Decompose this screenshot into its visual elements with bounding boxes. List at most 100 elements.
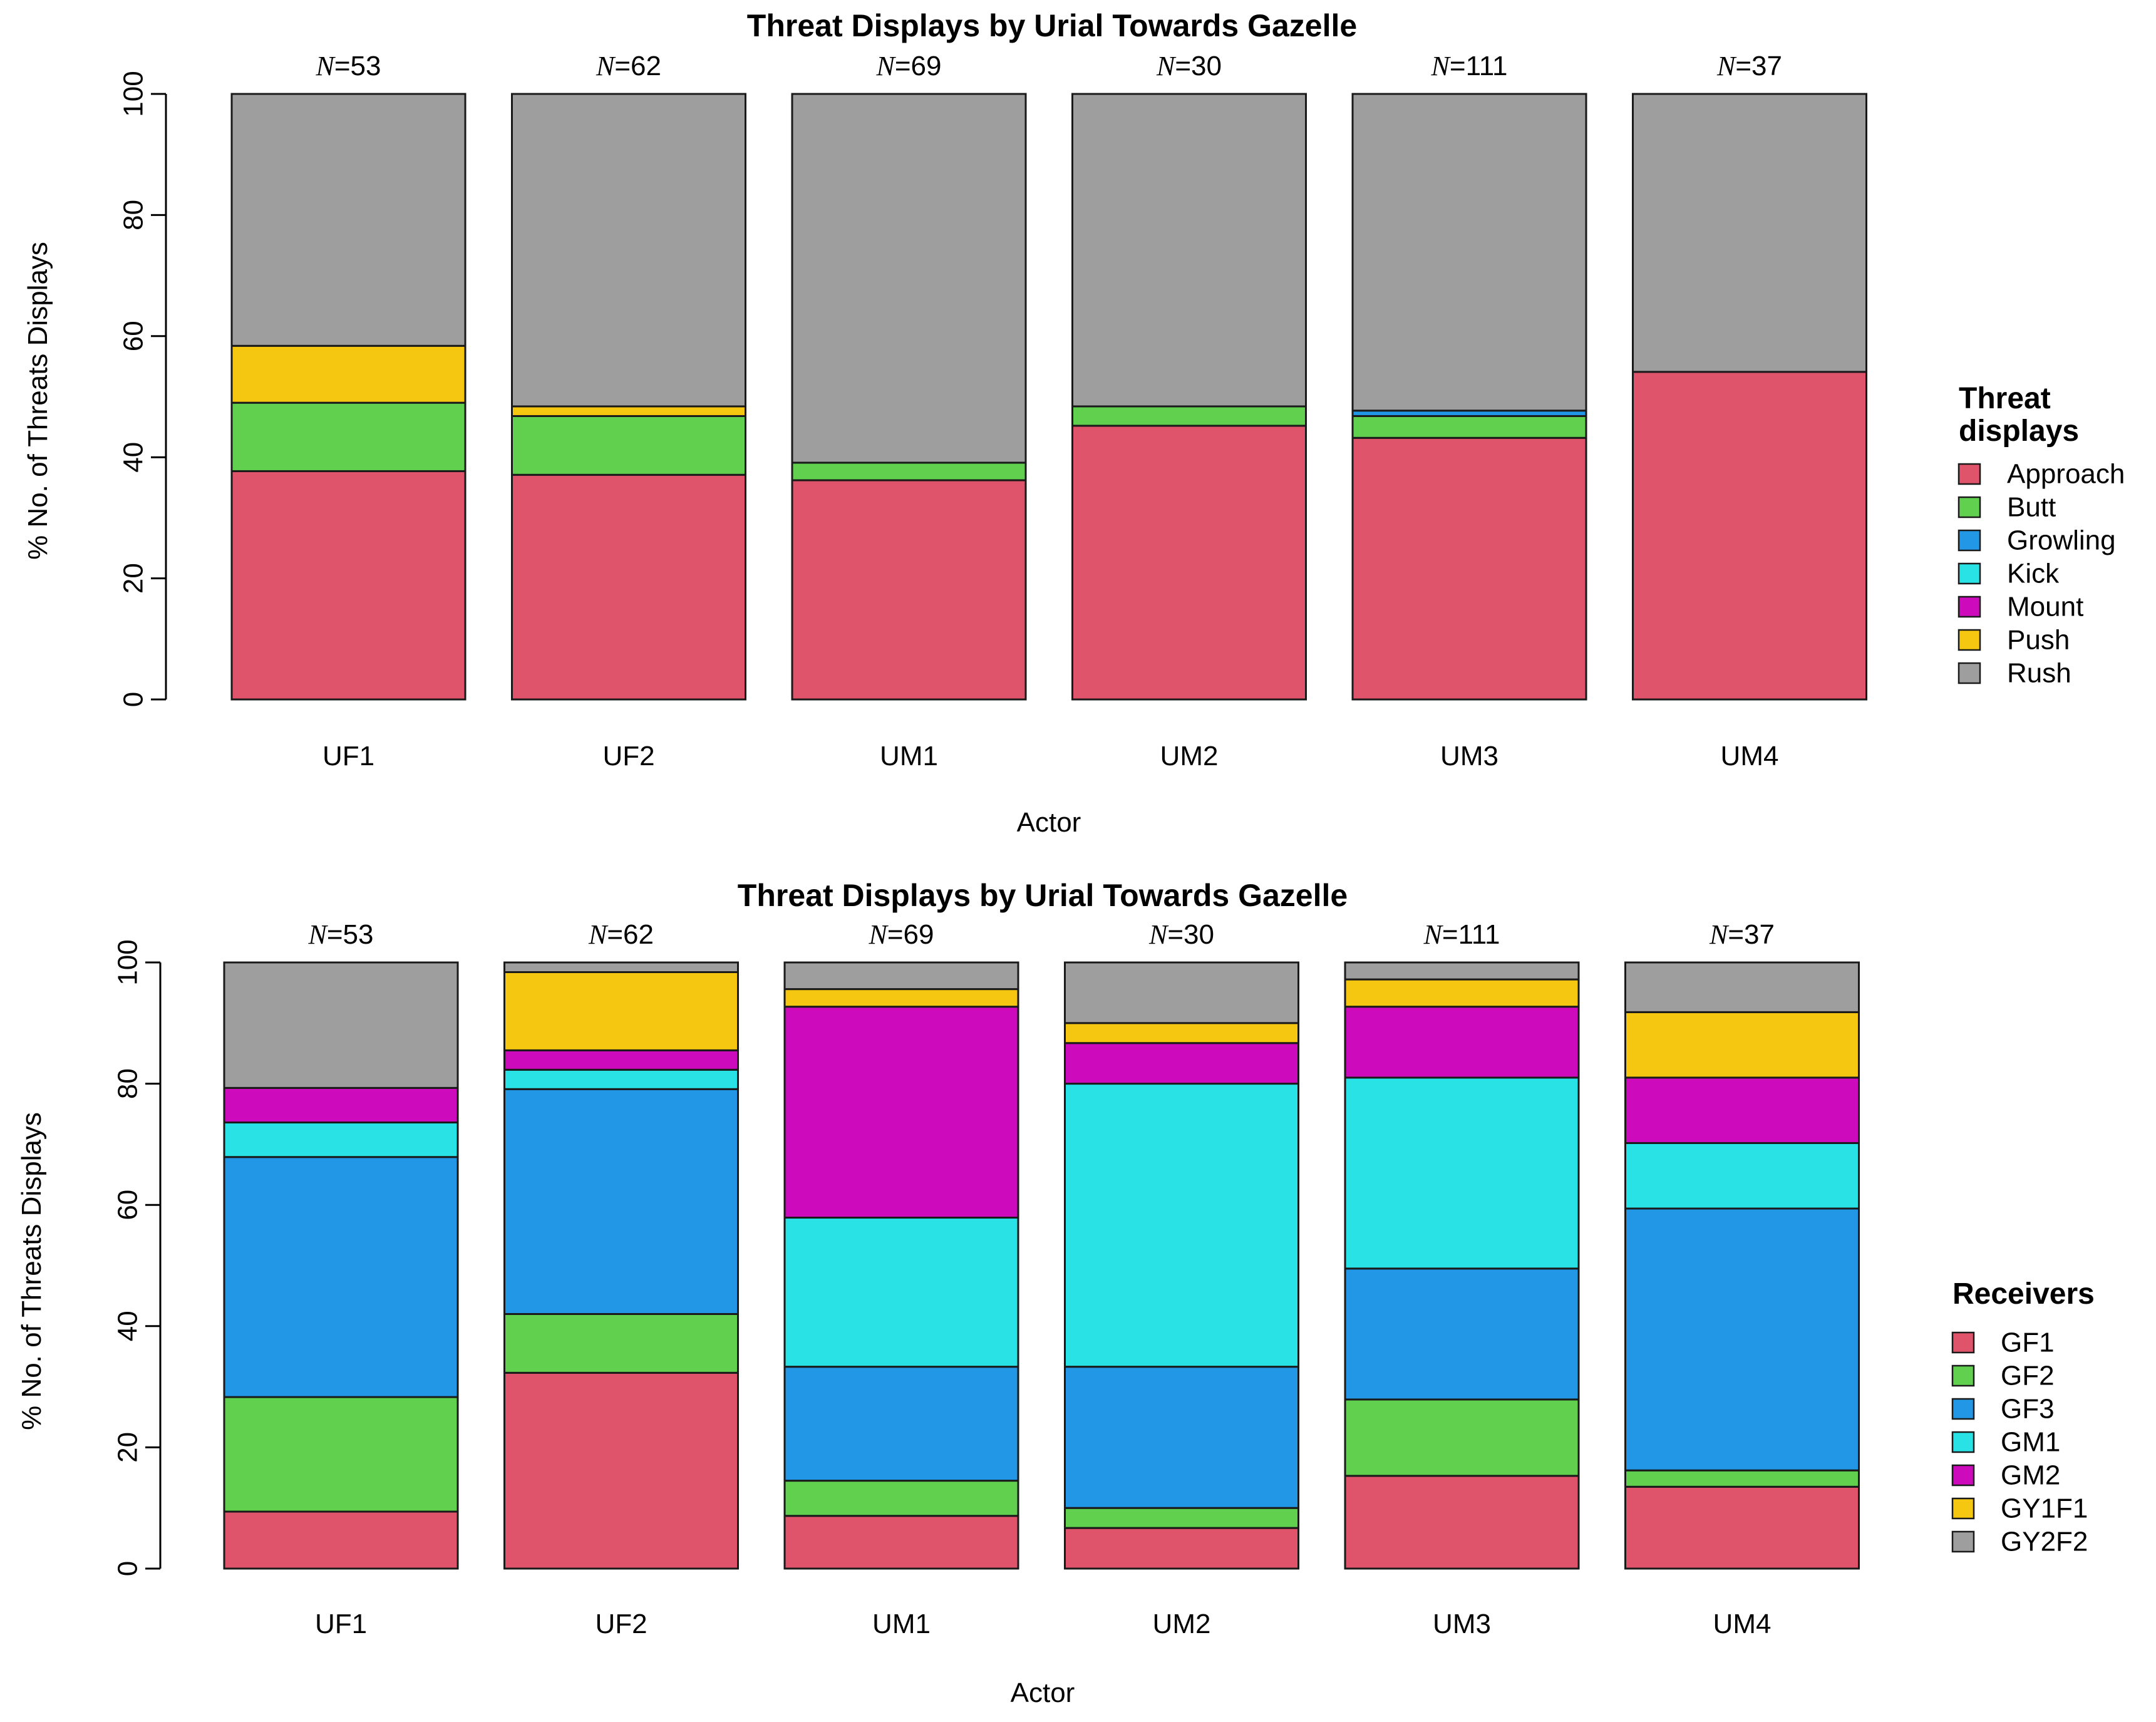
bar-segment-uf2-gf2 bbox=[503, 1312, 739, 1374]
bar-segment-um3-approach bbox=[1351, 436, 1587, 701]
n-symbol: N bbox=[316, 51, 336, 81]
n-symbol: N bbox=[588, 919, 609, 950]
x-tick-label-um1: UM1 bbox=[880, 741, 938, 771]
chart-bottom: Threat Displays by Urial Towards Gazelle… bbox=[16, 878, 2095, 1708]
legend-title: Receivers bbox=[1952, 1277, 2095, 1311]
n-label-um1: N=69 bbox=[876, 51, 942, 81]
bar-segment-um2-rush bbox=[1071, 93, 1307, 408]
bar-uf1 bbox=[230, 93, 467, 701]
x-tick-label-um3: UM3 bbox=[1433, 1609, 1491, 1639]
x-tick-label-um4: UM4 bbox=[1721, 741, 1779, 771]
legend-title: Threat bbox=[1959, 382, 2051, 415]
n-label-uf2: N=62 bbox=[588, 919, 654, 950]
n-symbol: N bbox=[1716, 51, 1737, 81]
legend-swatch bbox=[1951, 1497, 1975, 1520]
bar-segment-uf2-gy2f2 bbox=[503, 961, 739, 973]
n-label-uf1: N=53 bbox=[316, 51, 381, 81]
legend-label: Mount bbox=[2007, 592, 2083, 622]
bar-segment-um2-gf1 bbox=[1064, 1527, 1299, 1570]
y-axis: 0 20 40 60 80 100 bbox=[113, 939, 162, 1576]
bar-segment-uf2-rush bbox=[511, 93, 746, 408]
legend-label: GM2 bbox=[2001, 1460, 2060, 1491]
bar-segment-um1-rush bbox=[791, 93, 1027, 464]
n-symbol: N bbox=[596, 51, 616, 81]
legend-item-gf2: GF2 bbox=[1951, 1361, 2055, 1391]
n-value: =30 bbox=[1175, 51, 1222, 81]
bar-segment-um3-butt bbox=[1351, 415, 1587, 439]
legend-label: GF3 bbox=[2001, 1394, 2055, 1425]
n-value: =30 bbox=[1167, 919, 1214, 950]
y-axis-label: % No. of Threats Displays bbox=[16, 1112, 47, 1430]
bar-segment-um2-gf2 bbox=[1064, 1507, 1299, 1529]
x-axis-label: Actor bbox=[1017, 807, 1081, 838]
chart-top: Threat Displays by Urial Towards Gazelle… bbox=[23, 8, 2125, 838]
chart-title: Threat Displays by Urial Towards Gazelle bbox=[747, 8, 1357, 43]
x-tick-label-um3: UM3 bbox=[1440, 741, 1498, 771]
bar-segment-uf1-butt bbox=[230, 401, 467, 472]
bar-um2 bbox=[1071, 93, 1307, 701]
bar-um4 bbox=[1632, 93, 1867, 701]
x-tick-label-um2: UM2 bbox=[1160, 741, 1219, 771]
y-tick-label-0: 0 bbox=[118, 692, 149, 707]
y-tick-label-40: 40 bbox=[113, 1311, 143, 1341]
x-tick-label-um1: UM1 bbox=[872, 1609, 931, 1639]
chart-title: Threat Displays by Urial Towards Gazelle bbox=[738, 878, 1348, 913]
y-tick-label-60: 60 bbox=[113, 1190, 143, 1220]
bar-segment-um1-approach bbox=[791, 479, 1027, 701]
bar-segment-um4-rush bbox=[1632, 93, 1867, 373]
legend-swatch bbox=[1951, 1431, 1975, 1453]
n-symbol: N bbox=[1148, 919, 1169, 950]
legend-swatch bbox=[1957, 595, 1981, 618]
n-value: =53 bbox=[334, 51, 381, 81]
n-symbol: N bbox=[1709, 919, 1730, 950]
x-tick-label-uf2: UF2 bbox=[595, 1609, 647, 1639]
legend-item-mount: Mount bbox=[1957, 592, 2083, 622]
bar-segment-um3-gm1 bbox=[1344, 1076, 1580, 1270]
n-label-um4: N=37 bbox=[1716, 51, 1782, 81]
legend-swatch bbox=[1957, 529, 1981, 552]
bar-segment-um3-gf2 bbox=[1344, 1398, 1580, 1477]
bar-segment-um3-rush bbox=[1351, 93, 1587, 412]
bar-segment-um1-gf1 bbox=[783, 1515, 1019, 1570]
bar-segment-uf2-push bbox=[511, 405, 746, 417]
n-label-um1: N=69 bbox=[869, 919, 934, 950]
bar-segment-uf2-gy1f1 bbox=[503, 971, 739, 1051]
y-tick-label-100: 100 bbox=[113, 939, 143, 985]
bar-segment-uf2-gf3 bbox=[503, 1088, 739, 1315]
bar-segment-um3-gf1 bbox=[1344, 1475, 1580, 1570]
bar-segment-um4-gm1 bbox=[1624, 1142, 1860, 1210]
bar-uf2 bbox=[503, 961, 739, 1570]
x-tick-labels: UF1 UF2 UM1 UM2 UM3 UM4 bbox=[315, 1609, 1772, 1639]
legend-label: Growling bbox=[2007, 525, 2116, 556]
legend-swatch bbox=[1951, 1331, 1975, 1354]
n-value: =37 bbox=[1735, 51, 1782, 81]
bar-um3 bbox=[1351, 93, 1587, 701]
legend-swatch bbox=[1957, 496, 1981, 518]
bar-segment-um4-gf3 bbox=[1624, 1207, 1860, 1472]
bar-um1 bbox=[791, 93, 1027, 701]
bar-segment-um3-gy1f1 bbox=[1344, 978, 1580, 1008]
n-value: =53 bbox=[327, 919, 374, 950]
legend-item-gy1f1: GY1F1 bbox=[1951, 1493, 2088, 1524]
legend-label: Push bbox=[2007, 625, 2070, 656]
y-tick-label-40: 40 bbox=[118, 442, 149, 473]
n-labels-group: N=53 N=62 N=69 N=30 N=111 N=37 bbox=[308, 919, 1775, 950]
bar-um4 bbox=[1624, 961, 1860, 1570]
n-label-um2: N=30 bbox=[1148, 919, 1214, 950]
bar-segment-um4-gy1f1 bbox=[1624, 1011, 1860, 1079]
n-value: =111 bbox=[1442, 919, 1500, 950]
n-label-um3: N=111 bbox=[1423, 919, 1500, 950]
legend-item-gf3: GF3 bbox=[1951, 1394, 2055, 1425]
n-value: =62 bbox=[607, 919, 654, 950]
bar-segment-um3-gf3 bbox=[1344, 1267, 1580, 1401]
legend-swatch bbox=[1951, 1364, 1975, 1387]
bar-segment-um1-gm2 bbox=[783, 1006, 1019, 1219]
n-symbol: N bbox=[876, 51, 897, 81]
legend-item-butt: Butt bbox=[1957, 492, 2056, 523]
legend-item-gm1: GM1 bbox=[1951, 1427, 2060, 1458]
legend-swatch bbox=[1957, 463, 1981, 485]
n-value: =37 bbox=[1728, 919, 1775, 950]
n-symbol: N bbox=[869, 919, 889, 950]
